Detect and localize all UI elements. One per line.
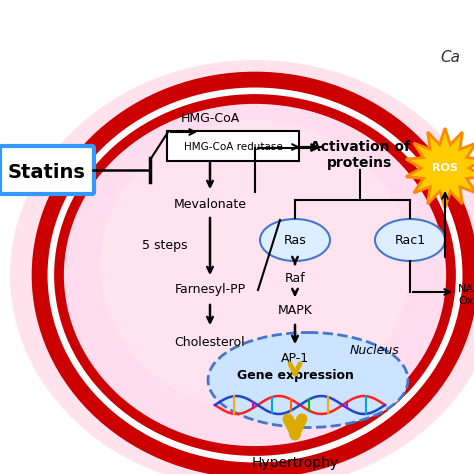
Text: Statins: Statins: [8, 163, 86, 182]
Ellipse shape: [40, 80, 470, 470]
Text: Farnesyl-PP: Farnesyl-PP: [174, 283, 246, 297]
FancyBboxPatch shape: [167, 131, 299, 161]
Text: Activation of
proteins: Activation of proteins: [310, 140, 410, 170]
Text: NADPH
Oxidase: NADPH Oxidase: [458, 284, 474, 306]
Ellipse shape: [10, 60, 474, 474]
Text: Nucleus: Nucleus: [350, 344, 400, 356]
Text: Rac1: Rac1: [394, 234, 426, 246]
FancyBboxPatch shape: [0, 146, 94, 194]
Ellipse shape: [100, 120, 410, 410]
Polygon shape: [406, 128, 474, 208]
Text: HMG-CoA redutase: HMG-CoA redutase: [183, 142, 283, 152]
Text: HMG-CoA: HMG-CoA: [181, 111, 240, 125]
Ellipse shape: [260, 219, 330, 261]
Ellipse shape: [59, 99, 451, 451]
Text: Raf: Raf: [284, 272, 305, 284]
Text: Ras: Ras: [283, 234, 306, 246]
Text: Ca: Ca: [440, 50, 460, 65]
Ellipse shape: [51, 91, 459, 459]
Text: Hypertrophy: Hypertrophy: [251, 456, 338, 470]
Ellipse shape: [208, 332, 408, 428]
Text: AP-1: AP-1: [281, 352, 309, 365]
Text: Gene expression: Gene expression: [237, 368, 354, 382]
Text: MAPK: MAPK: [278, 303, 312, 317]
Text: Cholesterol: Cholesterol: [175, 336, 246, 348]
Text: Mevalonate: Mevalonate: [173, 198, 246, 210]
Ellipse shape: [375, 219, 445, 261]
Text: ROS: ROS: [432, 163, 458, 173]
Text: 5 steps: 5 steps: [142, 238, 188, 252]
